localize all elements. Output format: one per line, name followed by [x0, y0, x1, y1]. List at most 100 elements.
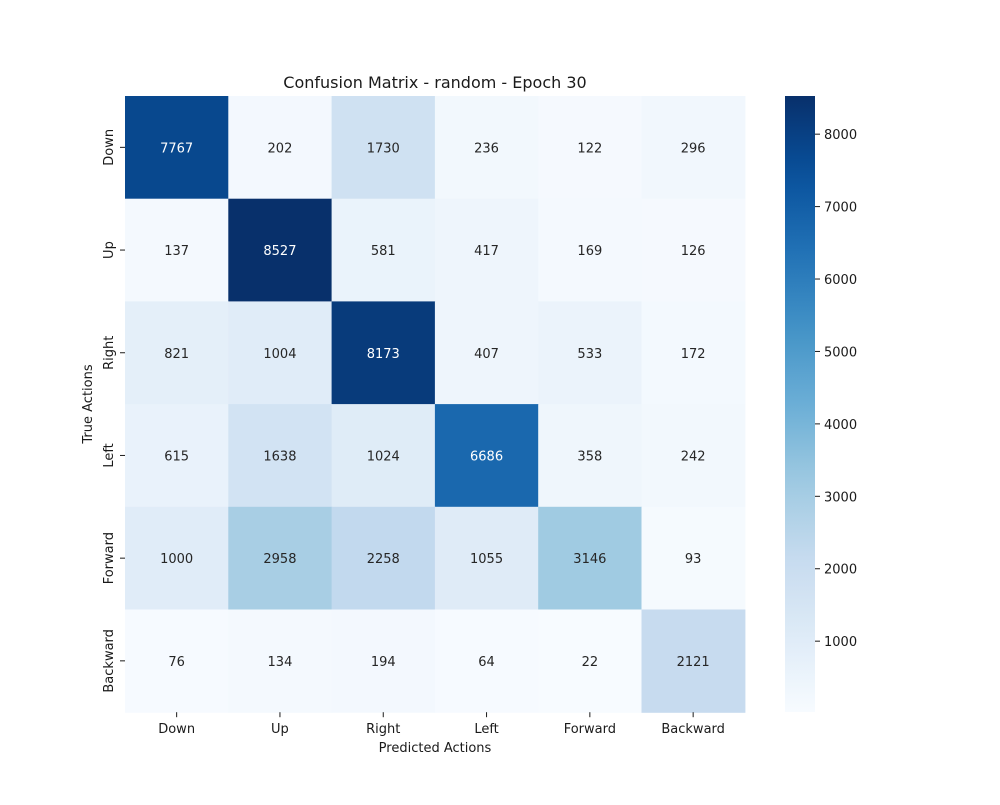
- cell-value-label: 76: [168, 655, 185, 670]
- heatmap-cell: [331, 506, 436, 611]
- cell-value-label: 64: [478, 655, 495, 670]
- cell-value-label: 194: [371, 655, 396, 670]
- heatmap-cell: [228, 301, 333, 405]
- cell-value-label: 236: [474, 141, 499, 156]
- heatmap-cell: [434, 506, 539, 611]
- colorbar-tick-label: 5000: [824, 345, 857, 360]
- cell-value-label: 1730: [367, 141, 400, 156]
- cell-value-label: 22: [582, 655, 599, 670]
- heatmap-cell: [641, 96, 746, 200]
- heatmap-cell: [538, 404, 643, 508]
- colorbar-tick-label: 8000: [824, 128, 857, 143]
- colorbar-tick-label: 1000: [824, 635, 857, 650]
- heatmap-cell: [538, 609, 643, 713]
- x-tick-label: Forward: [564, 722, 616, 737]
- y-tick-label: Up: [102, 241, 117, 259]
- y-tick-label: Forward: [102, 532, 117, 584]
- heatmap-cell: [538, 506, 643, 611]
- cell-value-label: 1004: [263, 347, 296, 362]
- heatmap-cell: [331, 609, 436, 713]
- heatmap-cell: [228, 198, 333, 302]
- cell-value-label: 296: [681, 141, 706, 156]
- heatmap-cell: [125, 506, 229, 611]
- cell-value-label: 1638: [263, 449, 296, 464]
- cell-value-label: 581: [371, 244, 396, 259]
- heatmap-cell: [538, 198, 643, 302]
- heatmap-cell: [125, 404, 229, 508]
- colorbar-tick-label: 3000: [824, 490, 857, 505]
- cell-value-label: 417: [474, 244, 499, 259]
- colorbar: 1000 2000 3000 4000 5000 6000 7000 8000: [785, 96, 857, 712]
- colorbar-gradient: [785, 96, 815, 712]
- heatmap-cell: [434, 609, 539, 713]
- cell-value-label: 7767: [160, 141, 193, 156]
- heatmap-cell: [434, 96, 539, 200]
- cell-value-label: 172: [681, 347, 706, 362]
- heatmap-cell: [641, 198, 746, 302]
- heatmap-cell: [331, 301, 436, 405]
- heatmap-cells: [125, 96, 746, 713]
- y-axis-label: True Actions: [81, 364, 96, 444]
- cell-value-label: 533: [577, 347, 602, 362]
- x-axis: Down Up Right Left Forward Backward: [158, 712, 725, 737]
- heatmap-cell: [125, 609, 229, 713]
- heatmap-cell: [538, 301, 643, 405]
- heatmap-cell: [641, 404, 746, 508]
- y-tick-label: Backward: [102, 629, 117, 693]
- cell-value-label: 358: [577, 449, 602, 464]
- cell-value-label: 126: [681, 244, 706, 259]
- colorbar-tick-label: 7000: [824, 201, 857, 216]
- x-tick-label: Backward: [661, 722, 725, 737]
- cell-value-label: 407: [474, 347, 499, 362]
- cell-value-label: 202: [268, 141, 293, 156]
- x-tick-label: Right: [366, 722, 400, 737]
- heatmap-cell: [331, 96, 436, 200]
- cell-value-label: 8173: [367, 347, 400, 362]
- heatmap-cell: [434, 198, 539, 302]
- heatmap-cell: [228, 506, 333, 611]
- x-tick-label: Left: [474, 722, 498, 737]
- cell-value-label: 169: [577, 244, 602, 259]
- heatmap-cell: [228, 404, 333, 508]
- heatmap-cell: [331, 404, 436, 508]
- cell-value-label: 93: [685, 552, 702, 567]
- cell-value-label: 3146: [573, 552, 606, 567]
- heatmap-cell-labels: 7767 202 1730 236 122 296 137 8527 581 417 169 126 8…: [160, 141, 710, 670]
- colorbar-tick-label: 4000: [824, 418, 857, 433]
- cell-value-label: 2121: [677, 655, 710, 670]
- cell-value-label: 2958: [263, 552, 296, 567]
- cell-value-label: 134: [268, 655, 293, 670]
- x-tick-label: Down: [158, 722, 195, 737]
- heatmap-cell: [538, 96, 643, 200]
- heatmap-cell: [641, 506, 746, 611]
- heatmap-cell: [331, 198, 436, 302]
- y-tick-label: Down: [102, 129, 117, 166]
- cell-value-label: 2258: [367, 552, 400, 567]
- heatmap-cell: [641, 609, 746, 713]
- y-tick-label: Right: [102, 336, 117, 370]
- y-tick-label: Left: [102, 443, 117, 467]
- heatmap-cell: [641, 301, 746, 405]
- colorbar-tick-label: 2000: [824, 563, 857, 578]
- heatmap-cell: [434, 404, 539, 508]
- cell-value-label: 8527: [263, 244, 296, 259]
- cell-value-label: 1000: [160, 552, 193, 567]
- heatmap-cell: [434, 301, 539, 405]
- x-tick-label: Up: [271, 722, 289, 737]
- cell-value-label: 122: [577, 141, 602, 156]
- y-axis: Down Up Right Left Forward Backward: [102, 129, 125, 693]
- cell-value-label: 1024: [367, 449, 400, 464]
- cell-value-label: 137: [164, 244, 189, 259]
- heatmap-cell: [125, 301, 229, 405]
- cell-value-label: 242: [681, 449, 706, 464]
- cell-value-label: 6686: [470, 449, 503, 464]
- cell-value-label: 615: [164, 449, 189, 464]
- cell-value-label: 821: [164, 347, 189, 362]
- cell-value-label: 1055: [470, 552, 503, 567]
- chart-title: Confusion Matrix - random - Epoch 30: [283, 73, 586, 92]
- colorbar-tick-label: 6000: [824, 273, 857, 288]
- heatmap-cell: [228, 96, 333, 200]
- heatmap-cell: [228, 609, 333, 713]
